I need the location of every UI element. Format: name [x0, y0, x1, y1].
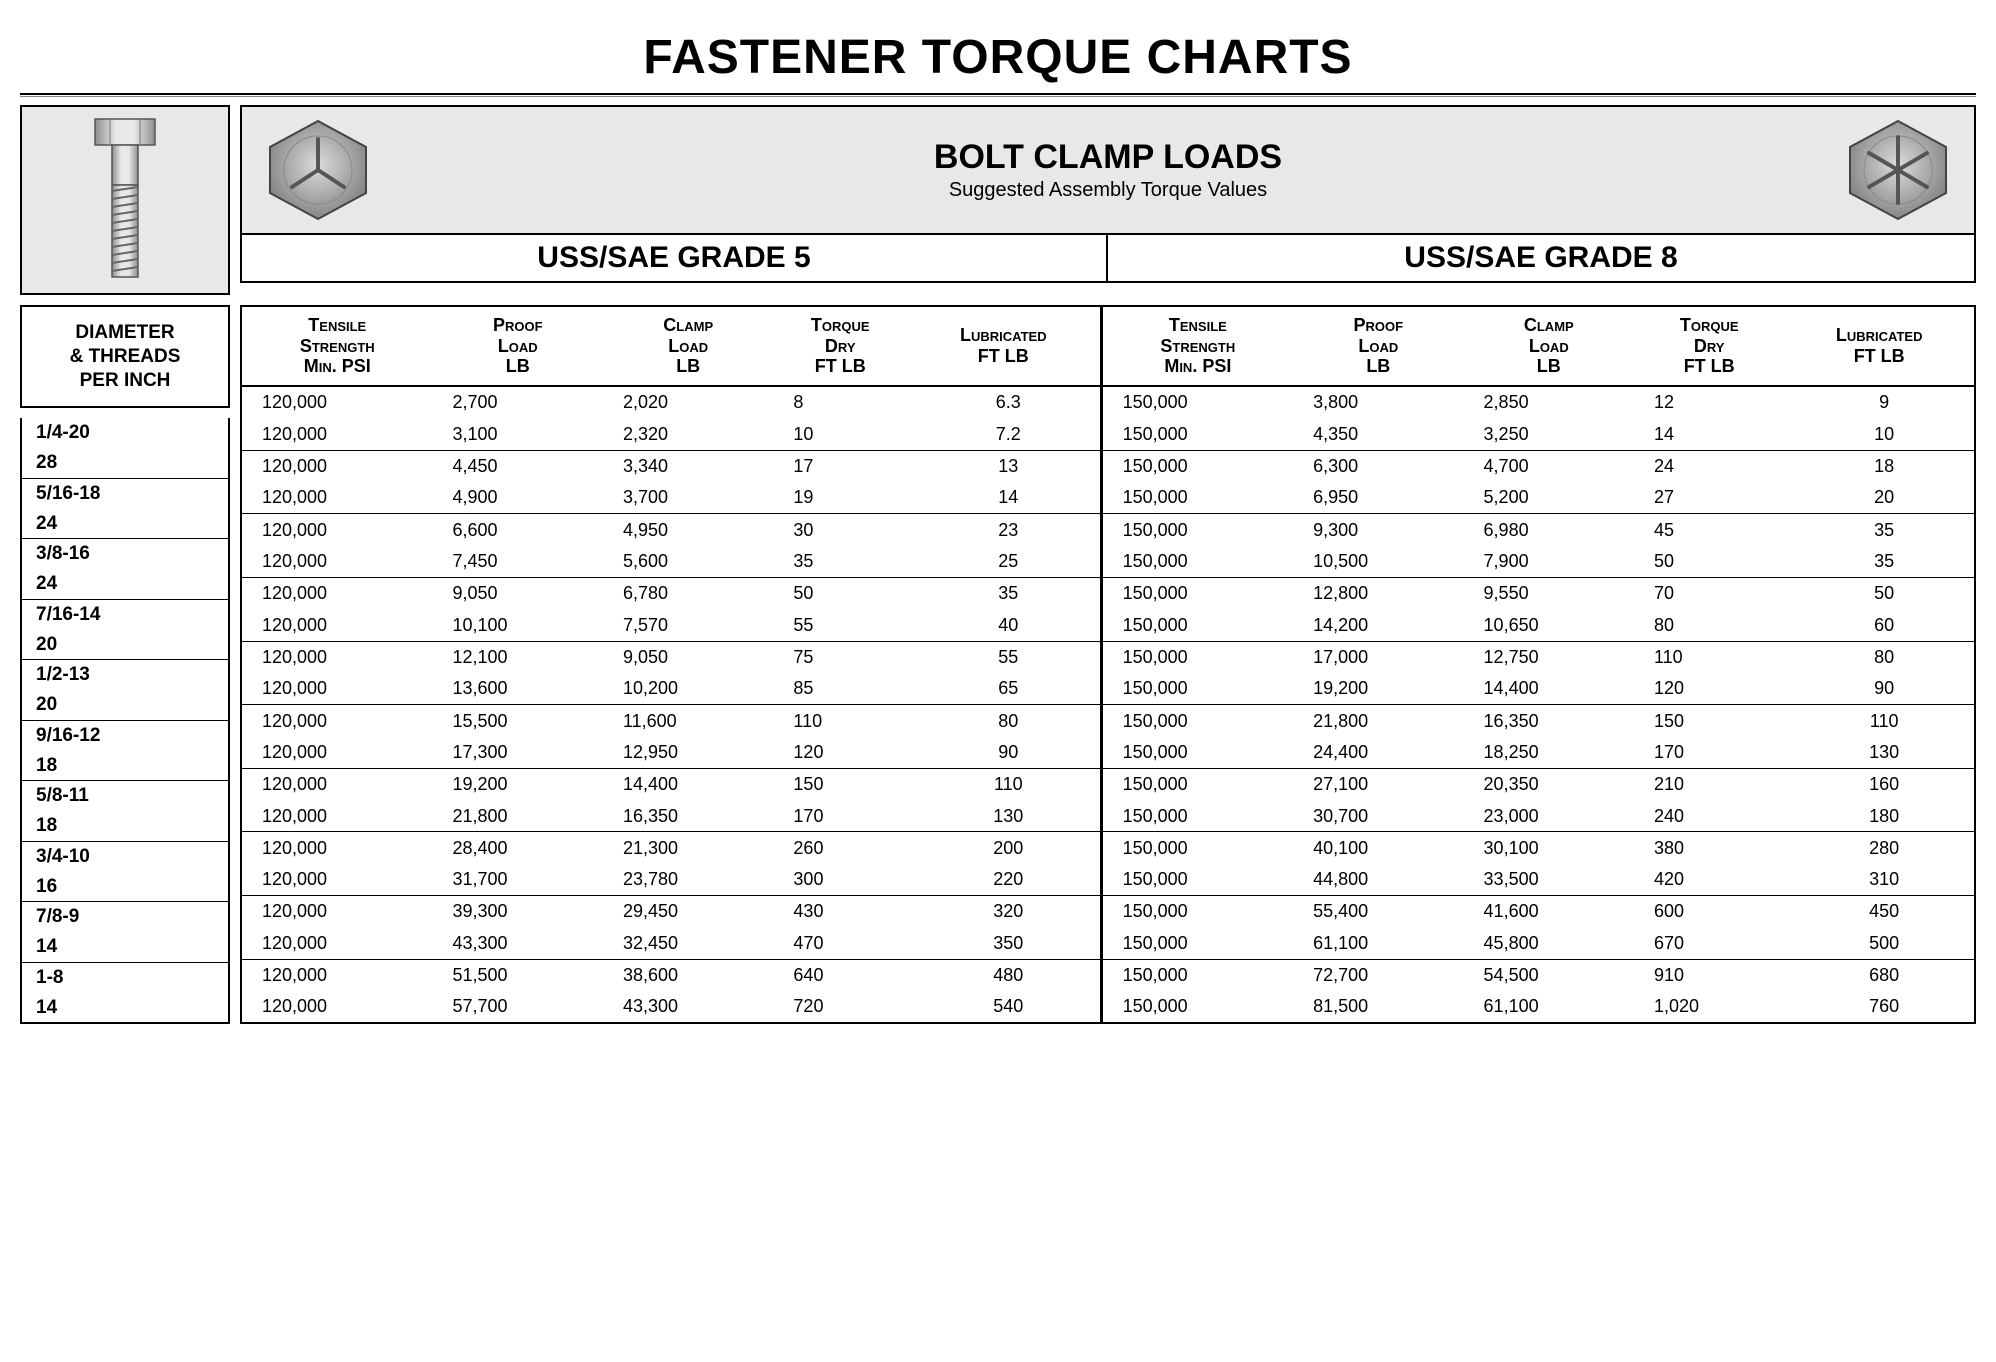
- table-row: 120,00051,50038,600640480150,00072,70054…: [242, 960, 1974, 991]
- page-title: FASTENER TORQUE CHARTS: [20, 30, 1976, 85]
- diam-header-l2: & THREADS: [28, 345, 222, 369]
- table-row: 120,0009,0506,7805035150,00012,8009,5507…: [242, 578, 1974, 609]
- diameter-row: 14: [21, 993, 229, 1024]
- diameter-row: 3/8-16: [21, 539, 229, 569]
- table-row: 120,00039,30029,450430320150,00055,40041…: [242, 896, 1974, 927]
- table-row: 120,0006,6004,9503023150,0009,3006,98045…: [242, 514, 1974, 545]
- diameter-row: 7/8-9: [21, 902, 229, 932]
- bolt-illustration-box: [20, 105, 230, 295]
- table-row: 120,0004,9003,7001914150,0006,9505,20027…: [242, 482, 1974, 514]
- diameter-row: 5/8-11: [21, 781, 229, 811]
- table-row: 120,0004,4503,3401713150,0006,3004,70024…: [242, 451, 1974, 482]
- grade5-label: USS/SAE GRADE 5: [242, 235, 1108, 281]
- diameter-row: 18: [21, 751, 229, 781]
- diameter-row: 14: [21, 932, 229, 962]
- diameter-row: 1/2-13: [21, 660, 229, 690]
- table-row: 120,00043,30032,450470350150,00061,10045…: [242, 927, 1974, 959]
- table-row: 120,00021,80016,350170130150,00030,70023…: [242, 800, 1974, 832]
- table-row: 120,00015,50011,60011080150,00021,80016,…: [242, 705, 1974, 736]
- diameter-row: 20: [21, 630, 229, 660]
- table-row: 120,00031,70023,780300220150,00044,80033…: [242, 864, 1974, 896]
- diameter-row: 16: [21, 872, 229, 902]
- diam-header-l1: DIAMETER: [28, 321, 222, 345]
- torque-data-table: TensileStrengthMin. PSI ProofLoadLB Clam…: [240, 305, 1976, 1024]
- diameter-row: 1/4-20: [21, 418, 229, 448]
- diameter-row: 28: [21, 448, 229, 478]
- diameter-row: 18: [21, 811, 229, 841]
- diameter-row: 20: [21, 690, 229, 720]
- table-row: 120,00012,1009,0507555150,00017,00012,75…: [242, 642, 1974, 673]
- diam-header-l3: PER INCH: [28, 369, 222, 393]
- title-rule: [20, 93, 1976, 97]
- grade8-hex-icon: [1838, 115, 1958, 225]
- grade-row: USS/SAE GRADE 5 USS/SAE GRADE 8: [240, 235, 1976, 283]
- diameter-row: 9/16-12: [21, 720, 229, 750]
- table-row: 120,0002,7002,02086.3150,0003,8002,85012…: [242, 387, 1974, 418]
- table-row: 120,00017,30012,95012090150,00024,40018,…: [242, 736, 1974, 768]
- diameter-row: 5/16-18: [21, 478, 229, 508]
- table-row: 120,00028,40021,300260200150,00040,10030…: [242, 832, 1974, 863]
- diameter-header: DIAMETER & THREADS PER INCH: [20, 305, 230, 408]
- bolt-side-icon: [85, 115, 165, 285]
- table-row: 120,00057,70043,300720540150,00081,50061…: [242, 991, 1974, 1022]
- header-subtitle: Suggested Assembly Torque Values: [408, 179, 1808, 202]
- diameter-row: 24: [21, 569, 229, 599]
- diameter-table: 1/4-20285/16-18243/8-16247/16-14201/2-13…: [20, 418, 230, 1024]
- diameter-row: 24: [21, 509, 229, 539]
- header-box: BOLT CLAMP LOADS Suggested Assembly Torq…: [240, 105, 1976, 235]
- table-row: 120,00010,1007,5705540150,00014,20010,65…: [242, 609, 1974, 641]
- diameter-row: 3/4-10: [21, 841, 229, 871]
- table-row: 120,0007,4505,6003525150,00010,5007,9005…: [242, 546, 1974, 578]
- diameter-row: 7/16-14: [21, 599, 229, 629]
- column-header-row: TensileStrengthMin. PSI ProofLoadLB Clam…: [242, 307, 1974, 387]
- table-row: 120,0003,1002,320107.2150,0004,3503,2501…: [242, 418, 1974, 450]
- header-title: BOLT CLAMP LOADS: [408, 138, 1808, 177]
- grade8-label: USS/SAE GRADE 8: [1108, 235, 1974, 281]
- grade5-hex-icon: [258, 115, 408, 225]
- diameter-row: 1-8: [21, 962, 229, 992]
- table-row: 120,00019,20014,400150110150,00027,10020…: [242, 769, 1974, 800]
- table-row: 120,00013,60010,2008565150,00019,20014,4…: [242, 673, 1974, 705]
